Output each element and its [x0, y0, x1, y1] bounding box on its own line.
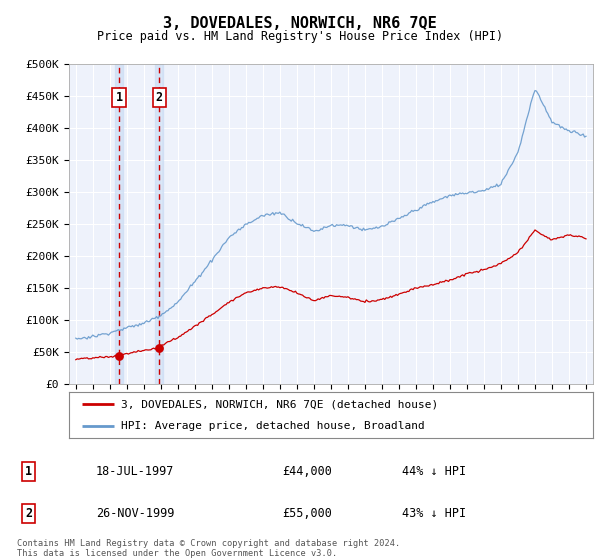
Bar [115, 64, 123, 384]
Point [154, 344, 164, 353]
Text: Price paid vs. HM Land Registry's House Price Index (HPI): Price paid vs. HM Land Registry's House … [97, 30, 503, 43]
Text: 3, DOVEDALES, NORWICH, NR6 7QE: 3, DOVEDALES, NORWICH, NR6 7QE [163, 16, 437, 31]
Point [114, 351, 124, 360]
Text: £55,000: £55,000 [282, 507, 332, 520]
Text: 3, DOVEDALES, NORWICH, NR6 7QE (detached house): 3, DOVEDALES, NORWICH, NR6 7QE (detached… [121, 399, 439, 409]
Text: 2: 2 [155, 91, 163, 104]
Text: 1: 1 [25, 465, 32, 478]
Text: 43% ↓ HPI: 43% ↓ HPI [402, 507, 466, 520]
Text: 1: 1 [115, 91, 122, 104]
Text: £44,000: £44,000 [282, 465, 332, 478]
Text: 26-NOV-1999: 26-NOV-1999 [96, 507, 175, 520]
Text: 2: 2 [25, 507, 32, 520]
Text: 44% ↓ HPI: 44% ↓ HPI [402, 465, 466, 478]
Text: Contains HM Land Registry data © Crown copyright and database right 2024.
This d: Contains HM Land Registry data © Crown c… [17, 539, 400, 558]
Text: HPI: Average price, detached house, Broadland: HPI: Average price, detached house, Broa… [121, 421, 425, 431]
Bar [155, 64, 163, 384]
Text: 18-JUL-1997: 18-JUL-1997 [96, 465, 175, 478]
